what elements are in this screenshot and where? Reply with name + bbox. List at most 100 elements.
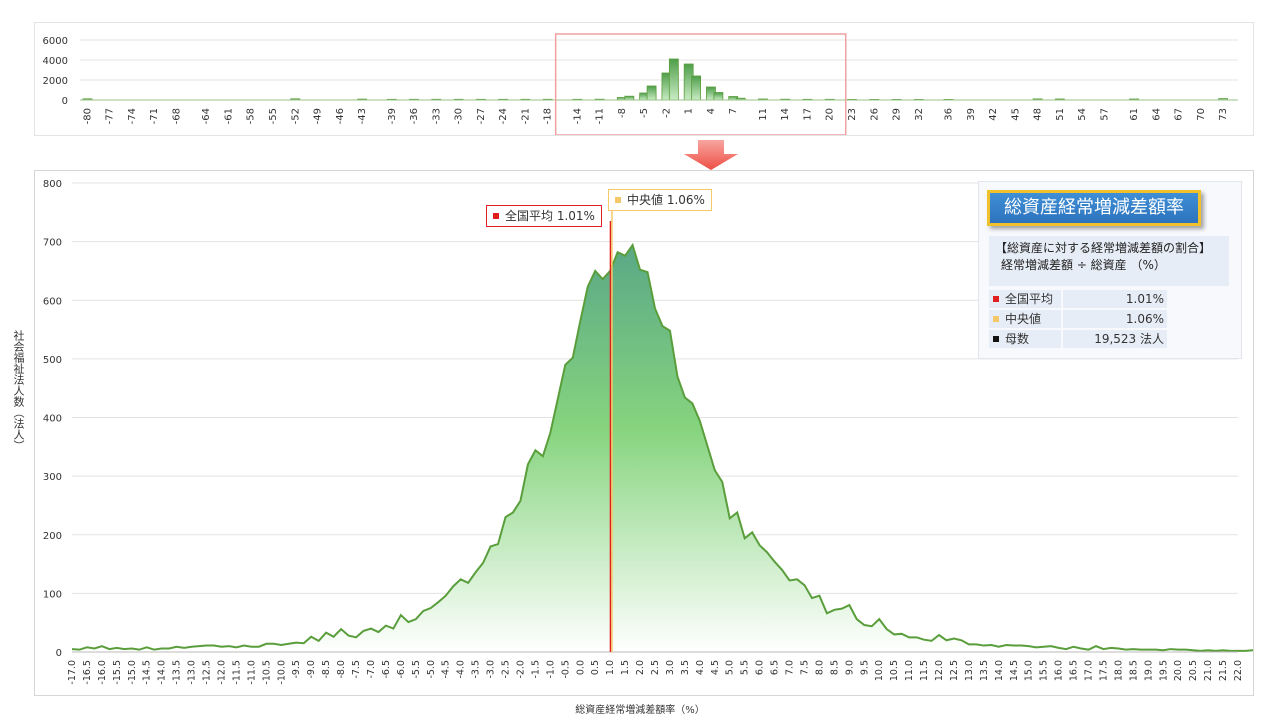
- x-tick-label: 54: [1077, 108, 1088, 121]
- x-tick-label: 42: [988, 108, 999, 121]
- x-tick-label: -12.5: [202, 660, 213, 685]
- mean-marker-icon: [493, 213, 499, 219]
- x-tick-label: 14.5: [1009, 660, 1020, 681]
- mean-callout-text: 全国平均 1.01%: [505, 209, 595, 223]
- x-tick-label: -77: [105, 108, 116, 124]
- x-tick-label: -17.0: [67, 660, 78, 685]
- x-tick-label: 19.0: [1143, 660, 1154, 681]
- x-tick-label: 18.0: [1113, 660, 1124, 681]
- x-tick-label: 0.0: [575, 660, 586, 675]
- mean-callout: 全国平均 1.01%: [486, 205, 602, 227]
- x-tick-label: -43: [357, 108, 368, 124]
- x-tick-label: -2: [661, 108, 672, 118]
- x-tick-label: 4: [706, 108, 717, 114]
- x-tick-label: -27: [476, 108, 487, 124]
- x-tick-label: 7.0: [785, 660, 796, 675]
- x-tick-label: 12.5: [949, 660, 960, 681]
- median-marker-icon: [615, 197, 621, 203]
- stats-label: 中央値: [1005, 312, 1042, 326]
- x-tick-label: 21.5: [1218, 660, 1229, 681]
- x-tick-label: -0.5: [560, 660, 571, 679]
- y-tick-label: 700: [43, 238, 62, 249]
- x-tick-label: 10.5: [889, 660, 900, 681]
- x-tick-label: -16.5: [82, 660, 93, 685]
- x-tick-label: 14.0: [994, 660, 1005, 681]
- median-legend-icon: [993, 316, 999, 322]
- x-tick-label: 1.0: [605, 660, 616, 675]
- x-tick-label: 20: [825, 108, 836, 121]
- histogram-bar: [624, 95, 635, 101]
- histogram-bar: [691, 75, 702, 101]
- x-tick-label: 36: [944, 108, 955, 121]
- stats-table: 全国平均 1.01% 中央値 1.06% 母数 19,523 法人: [989, 290, 1167, 350]
- info-title: 総資産経常増減差額率: [987, 190, 1201, 226]
- x-tick-label: 13.5: [979, 660, 990, 681]
- x-tick-label: -39: [387, 108, 398, 124]
- x-tick-label: -36: [409, 108, 420, 124]
- stats-row-mean: 全国平均 1.01%: [989, 290, 1167, 308]
- x-tick-label: 73: [1218, 108, 1229, 121]
- x-tick-label: 7.5: [799, 660, 810, 675]
- x-tick-label: -49: [313, 108, 324, 124]
- x-tick-label: 39: [966, 108, 977, 121]
- x-tick-label: -46: [335, 108, 346, 124]
- histogram-bar: [713, 92, 724, 101]
- x-tick-label: -6.0: [396, 660, 407, 679]
- x-tick-label: 11: [758, 108, 769, 121]
- x-tick-label: 57: [1099, 108, 1110, 121]
- x-tick-label: 16.0: [1054, 660, 1065, 681]
- x-tick-label: -3.0: [486, 660, 497, 679]
- x-tick-label: -8.0: [336, 660, 347, 679]
- x-tick-label: -15.5: [112, 660, 123, 685]
- x-tick-label: 11.0: [904, 660, 915, 681]
- y-tick-label: 800: [43, 179, 62, 190]
- x-tick-label: -10.0: [276, 660, 287, 685]
- x-tick-label: 4.0: [695, 660, 706, 675]
- x-tick-label: -9.5: [291, 660, 302, 679]
- x-tick-label: -15.0: [127, 660, 138, 685]
- info-box: 総資産経常増減差額率 【総資産に対する経常増減差額の割合】 経常増減差額 ÷ 総…: [978, 181, 1242, 359]
- x-tick-label: 18.5: [1128, 660, 1139, 681]
- x-tick-label: -55: [268, 108, 279, 124]
- x-tick-label: 26: [869, 108, 880, 121]
- x-tick-label: 2.5: [650, 660, 661, 675]
- x-tick-label: 17: [802, 108, 813, 121]
- x-tick-label: 15.0: [1024, 660, 1035, 681]
- x-tick-label: -13.5: [172, 660, 183, 685]
- x-tick-label: 17.5: [1098, 660, 1109, 681]
- x-tick-label: 8.5: [829, 660, 840, 675]
- x-tick-label: -14.5: [142, 660, 153, 685]
- x-tick-label: -71: [149, 108, 160, 124]
- x-tick-label: 14: [780, 108, 791, 121]
- distribution-chart: 800 700 600 500 400 300 200 100 0 -17.0 -16.5 -16.0…: [43, 179, 1280, 685]
- x-tick-label: -11.0: [246, 660, 257, 685]
- x-tick-label: 8.0: [814, 660, 825, 675]
- x-tick-label: 13.0: [964, 660, 975, 681]
- x-tick-label: -4.5: [441, 660, 452, 679]
- x-tick-label: -18: [543, 108, 554, 124]
- x-tick-label: 6.5: [770, 660, 781, 675]
- x-tick-label: 22.0: [1233, 660, 1244, 681]
- x-tick-label: 2.0: [635, 660, 646, 675]
- formula-line-2: 経常増減差額 ÷ 総資産 （%）: [1001, 258, 1166, 272]
- x-tick-label: -8: [617, 108, 628, 118]
- formula-line-1: 【総資産に対する経常増減差額の割合】: [995, 241, 1212, 255]
- x-tick-label: -7.5: [351, 660, 362, 679]
- x-tick-label: 3.5: [680, 660, 691, 675]
- x-tick-label: -16.0: [97, 660, 108, 685]
- x-tick-label: -7.0: [366, 660, 377, 679]
- x-tick-label: 23: [847, 108, 858, 121]
- x-tick-label: 15.5: [1039, 660, 1050, 681]
- x-tick-label: 7: [728, 108, 739, 114]
- y-tick-label: 4000: [43, 56, 68, 67]
- x-tick-label: -80: [82, 108, 93, 124]
- x-tick-label: -14.0: [157, 660, 168, 685]
- x-tick-label: 10.0: [874, 660, 885, 681]
- x-tick-label: -52: [290, 108, 301, 124]
- x-tick-label: -3.5: [471, 660, 482, 679]
- arrow-down-icon: [684, 140, 738, 170]
- x-tick-label: 6.0: [755, 660, 766, 675]
- x-tick-label: -5.0: [426, 660, 437, 679]
- x-tick-label: 61: [1129, 108, 1140, 121]
